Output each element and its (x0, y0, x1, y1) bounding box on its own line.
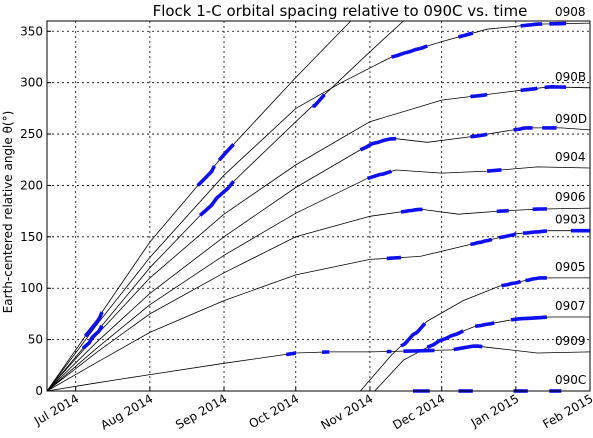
series-highlight-segment (498, 232, 517, 240)
series-highlight-segment (217, 143, 235, 162)
series-highlight-segment (510, 315, 548, 322)
y-axis: 0 50 100 150 200 250 300 350 (20, 24, 51, 398)
series-highlight-segment (391, 44, 428, 59)
y-tick-label: 250 (20, 127, 43, 141)
y-axis-label: Earth-centered relative angle θ(°) (1, 111, 15, 314)
plot-frame (46, 20, 591, 392)
series-highlight-segment (486, 168, 502, 173)
series-highlight-segment (196, 165, 217, 187)
series-curves (46, 20, 591, 392)
series-highlight-segment (426, 329, 464, 349)
series-highlight-segment (496, 208, 509, 214)
series-highlight-segment (81, 324, 104, 350)
series-label: 0904 (555, 150, 586, 164)
series-highlight-segment (386, 255, 402, 261)
series-highlight-segment (513, 126, 533, 132)
series-label: 090D (555, 112, 587, 126)
chart-title: Flock 1-C orbital spacing relative to 09… (153, 2, 528, 20)
series-highlight-segment (470, 237, 493, 247)
y-tick-label: 50 (28, 333, 43, 347)
series-label: 0905 (555, 260, 586, 274)
series-highlight-segment (520, 22, 543, 28)
y-tick-label: 150 (20, 230, 43, 244)
series-highlight-segment (400, 322, 427, 348)
series-line (46, 345, 591, 392)
series-line (46, 127, 591, 392)
series-highlight-segment (544, 84, 567, 90)
series-line (46, 86, 591, 392)
series-label: 0903 (555, 213, 586, 227)
series-line (46, 20, 404, 392)
series-highlight-segment (400, 207, 423, 214)
x-tick-label: Aug 2014 (98, 391, 155, 432)
x-tick-label: Nov 2014 (318, 391, 375, 432)
x-tick-label: Jan 2015 (468, 391, 522, 430)
series-highlight-segment (525, 276, 547, 283)
series-highlight-segment (457, 31, 474, 39)
y-tick-label: 350 (20, 24, 43, 38)
series-highlights (81, 21, 590, 393)
series-highlight-segment (286, 351, 297, 357)
series-highlight-segment (474, 321, 495, 329)
series-line (46, 166, 591, 392)
x-tick-label: Feb 2015 (540, 391, 593, 431)
series-line (46, 22, 591, 392)
series-label: 0906 (555, 190, 586, 204)
series-label: 0909 (555, 334, 586, 348)
grid (47, 21, 591, 391)
series-highlight-segment (366, 169, 393, 181)
series-highlight-segment (403, 348, 435, 353)
series-label: 0908 (555, 5, 586, 19)
y-tick-label: 0 (35, 384, 43, 398)
series-highlight-segment (522, 229, 548, 235)
y-tick-label: 100 (20, 281, 43, 295)
x-tick-label: Oct 2014 (247, 391, 302, 431)
series-highlight-segment (501, 279, 522, 288)
series-highlight-segment (520, 86, 538, 93)
series-highlight-segment (470, 132, 488, 139)
y-tick-label: 200 (20, 178, 43, 192)
series-highlight-segment (83, 311, 104, 338)
series-label: 090B (555, 70, 586, 84)
x-axis: Jul 2014 Aug 2014 Sep 2014 Oct 2014 Nov 2014… (31, 387, 593, 432)
series-highlight-segment (312, 93, 326, 108)
series-highlight-segment (470, 92, 488, 99)
x-tick-label: Sep 2014 (173, 391, 229, 432)
series-highlight-segment (359, 136, 397, 152)
series-highlight-segment (198, 180, 235, 217)
series-labels: 0908 090B 090D 0904 0906 0903 0905 0907 0909 090C (555, 5, 587, 387)
y-tick-label: 300 (20, 76, 43, 90)
series-line (46, 207, 591, 392)
series-highlight-segment (453, 344, 483, 352)
series-label: 0907 (555, 299, 586, 313)
x-tick-label: Dec 2014 (390, 391, 447, 432)
series-line (46, 230, 590, 392)
series-label: 090C (555, 373, 586, 387)
